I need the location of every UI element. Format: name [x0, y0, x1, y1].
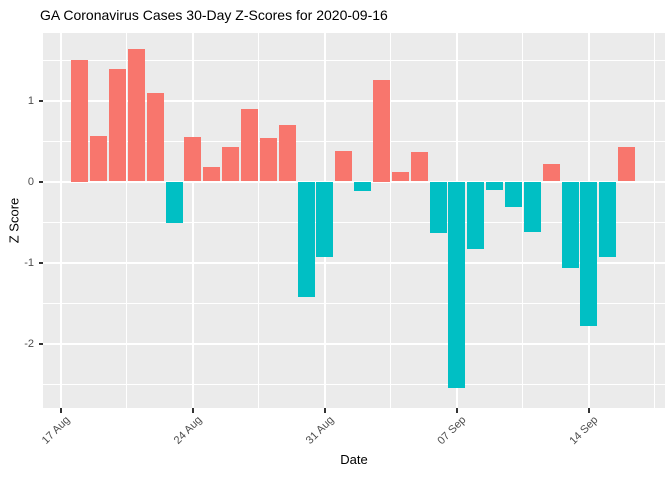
- gridline-minor-vertical: [126, 33, 128, 408]
- gridline-minor-vertical: [522, 33, 524, 408]
- gridline-major-horizontal: [43, 99, 665, 102]
- gridline-minor-horizontal: [43, 140, 665, 142]
- bar: [599, 181, 617, 257]
- y-tick-label: 1: [27, 94, 34, 107]
- x-tick-mark: [455, 408, 458, 413]
- bar: [523, 181, 541, 232]
- bar: [184, 136, 202, 182]
- gridline-minor-horizontal: [43, 302, 665, 304]
- bar: [90, 136, 108, 182]
- bar: [542, 163, 560, 182]
- y-tick-label: -1: [24, 256, 34, 269]
- y-tick-mark: [39, 99, 43, 102]
- bar: [165, 181, 183, 223]
- bar: [335, 150, 353, 182]
- bar: [448, 181, 466, 389]
- gridline-minor-vertical: [390, 33, 392, 408]
- chart-title: GA Coronavirus Cases 30-Day Z-Scores for…: [40, 7, 388, 23]
- gridline-minor-vertical: [654, 33, 656, 408]
- plot-panel: [43, 33, 665, 408]
- y-tick-mark: [39, 180, 43, 183]
- bar: [241, 109, 259, 182]
- bar: [71, 60, 89, 182]
- gridline-minor-horizontal: [43, 383, 665, 385]
- x-tick-mark: [60, 408, 62, 413]
- bar: [297, 181, 315, 298]
- y-axis-title: Z Score: [6, 197, 22, 244]
- y-tick-mark: [39, 342, 43, 345]
- bar: [316, 181, 334, 257]
- bar: [429, 181, 447, 233]
- bar: [146, 93, 164, 182]
- x-tick-mark: [587, 408, 590, 413]
- gridline-major-horizontal: [43, 261, 665, 264]
- bar: [580, 181, 598, 327]
- bar: [109, 68, 127, 182]
- bar: [561, 181, 579, 269]
- x-axis-title: Date: [340, 452, 368, 467]
- bar: [278, 124, 296, 182]
- bar: [467, 181, 485, 249]
- bar: [410, 152, 428, 182]
- bar: [259, 137, 277, 182]
- bar: [486, 181, 504, 190]
- y-tick-mark: [39, 261, 43, 264]
- gridline-minor-horizontal: [43, 221, 665, 223]
- gridline-major-vertical: [191, 33, 194, 408]
- gridline-major-horizontal: [43, 342, 665, 345]
- x-tick-mark: [323, 408, 326, 413]
- y-tick-label: 0: [27, 175, 34, 188]
- gridline-minor-vertical: [258, 33, 260, 408]
- bar: [391, 171, 409, 182]
- gridline-minor-horizontal: [43, 59, 665, 61]
- bar: [203, 166, 221, 182]
- bar: [354, 181, 372, 192]
- gridline-major-horizontal: [43, 180, 665, 183]
- bar: [127, 49, 145, 182]
- x-tick-mark: [191, 408, 194, 413]
- bar: [373, 80, 391, 182]
- gridline-major-vertical: [60, 33, 62, 408]
- bar: [505, 181, 523, 207]
- bar: [222, 146, 240, 182]
- bar: [618, 147, 636, 182]
- y-tick-label: -2: [24, 337, 34, 350]
